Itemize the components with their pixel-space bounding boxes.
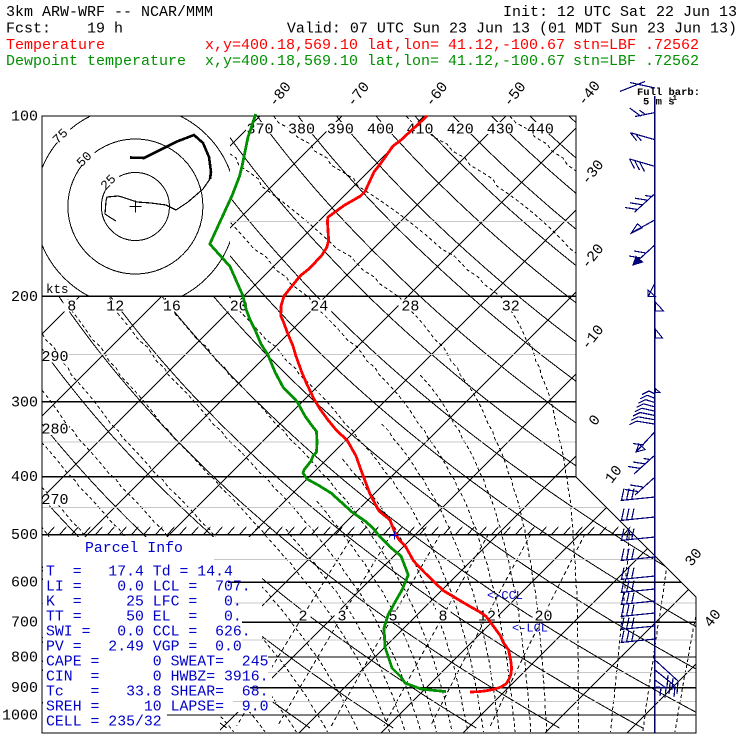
svg-text:28: 28: [401, 299, 419, 316]
svg-text:-1: -1: [668, 95, 678, 103]
svg-text:lat,lon= 41.12,-100.67: lat,lon= 41.12,-100.67: [367, 37, 565, 54]
svg-text:600: 600: [11, 575, 38, 592]
svg-text:TT = 50 EL = 0.: TT = 50 EL = 0.: [46, 610, 242, 626]
svg-text:16: 16: [163, 299, 181, 316]
svg-text:200: 200: [11, 289, 38, 306]
svg-text:3km ARW-WRF -- NCAR/MMM: 3km ARW-WRF -- NCAR/MMM: [6, 4, 213, 21]
svg-text:Dewpoint temperature: Dewpoint temperature: [6, 53, 186, 70]
svg-text:12: 12: [106, 299, 124, 316]
svg-text:8: 8: [438, 609, 447, 626]
svg-text:<-LCL: <-LCL: [512, 622, 548, 636]
svg-text:5: 5: [388, 609, 397, 626]
svg-text:32: 32: [502, 299, 520, 316]
svg-text:500: 500: [11, 527, 38, 544]
svg-text:x,y=400.18,569.10: x,y=400.18,569.10: [205, 53, 358, 70]
svg-text:8: 8: [67, 299, 76, 316]
svg-text:380: 380: [288, 122, 315, 139]
svg-text:20: 20: [534, 609, 552, 626]
svg-text:LI = 0.0 LCL = 707.: LI = 0.0 LCL = 707.: [46, 580, 251, 596]
svg-text:Fcst: 19 h: Fcst: 19 h: [6, 21, 123, 38]
svg-text:Init: 12 UTC Sat 22 Jun 13: Init: 12 UTC Sat 22 Jun 13: [503, 4, 737, 21]
svg-text:SREH = 10 LAPSE= 9.0: SREH = 10 LAPSE= 9.0: [46, 700, 269, 716]
svg-text:1000: 1000: [2, 708, 38, 725]
svg-text:2: 2: [298, 609, 307, 626]
svg-text:CELL = 235/32: CELL = 235/32: [46, 715, 162, 731]
svg-text:100: 100: [11, 109, 38, 126]
svg-text:800: 800: [11, 650, 38, 667]
svg-text:CAPE = 0 SWEAT= 245: CAPE = 0 SWEAT= 245: [46, 655, 269, 671]
svg-text:stn=LBF .72562: stn=LBF .72562: [573, 53, 699, 70]
svg-text:440: 440: [527, 122, 554, 139]
svg-text:lat,lon= 41.12,-100.67: lat,lon= 41.12,-100.67: [367, 53, 565, 70]
svg-text:Parcel Info: Parcel Info: [85, 541, 183, 557]
svg-text:400: 400: [367, 122, 394, 139]
svg-text:3: 3: [337, 609, 346, 626]
svg-text:300: 300: [11, 394, 38, 411]
svg-text:270: 270: [41, 492, 68, 509]
svg-text:<-CCL: <-CCL: [487, 589, 523, 603]
svg-text:kts: kts: [46, 283, 69, 297]
svg-text:410: 410: [406, 122, 433, 139]
svg-text:700: 700: [11, 615, 38, 632]
svg-text:K = 25 LFC = 0.: K = 25 LFC = 0.: [46, 595, 242, 611]
svg-text:430: 430: [487, 122, 514, 139]
svg-text:400: 400: [11, 469, 38, 486]
svg-text:Tc = 33.8 SHEAR= 68.: Tc = 33.8 SHEAR= 68.: [46, 685, 269, 701]
svg-text:stn=LBF .72562: stn=LBF .72562: [573, 37, 699, 54]
svg-text:SWI = 0.0 CCL = 626.: SWI = 0.0 CCL = 626.: [46, 625, 251, 641]
svg-text:290: 290: [41, 349, 68, 366]
svg-text:900: 900: [11, 680, 38, 697]
svg-text:5 m s: 5 m s: [643, 97, 675, 109]
svg-text:T = 17.4 Td = 14.4: T = 17.4 Td = 14.4: [46, 565, 233, 581]
svg-text:Valid: 07 UTC Sun 23 Jun 13 (0: Valid: 07 UTC Sun 23 Jun 13 (01 MDT Sun …: [287, 21, 737, 38]
svg-text:Full barb:: Full barb:: [637, 87, 700, 99]
svg-text:280: 280: [41, 422, 68, 439]
svg-text:420: 420: [447, 122, 474, 139]
svg-text:390: 390: [327, 122, 354, 139]
svg-text:Temperature: Temperature: [6, 37, 105, 54]
svg-text:24: 24: [310, 299, 328, 316]
svg-text:x,y=400.18,569.10: x,y=400.18,569.10: [205, 37, 358, 54]
svg-text:PV = 2.49 VGP = 0.0: PV = 2.49 VGP = 0.0: [46, 640, 242, 656]
svg-text:CIN = 0 HWBZ= 3916.: CIN = 0 HWBZ= 3916.: [46, 670, 269, 686]
